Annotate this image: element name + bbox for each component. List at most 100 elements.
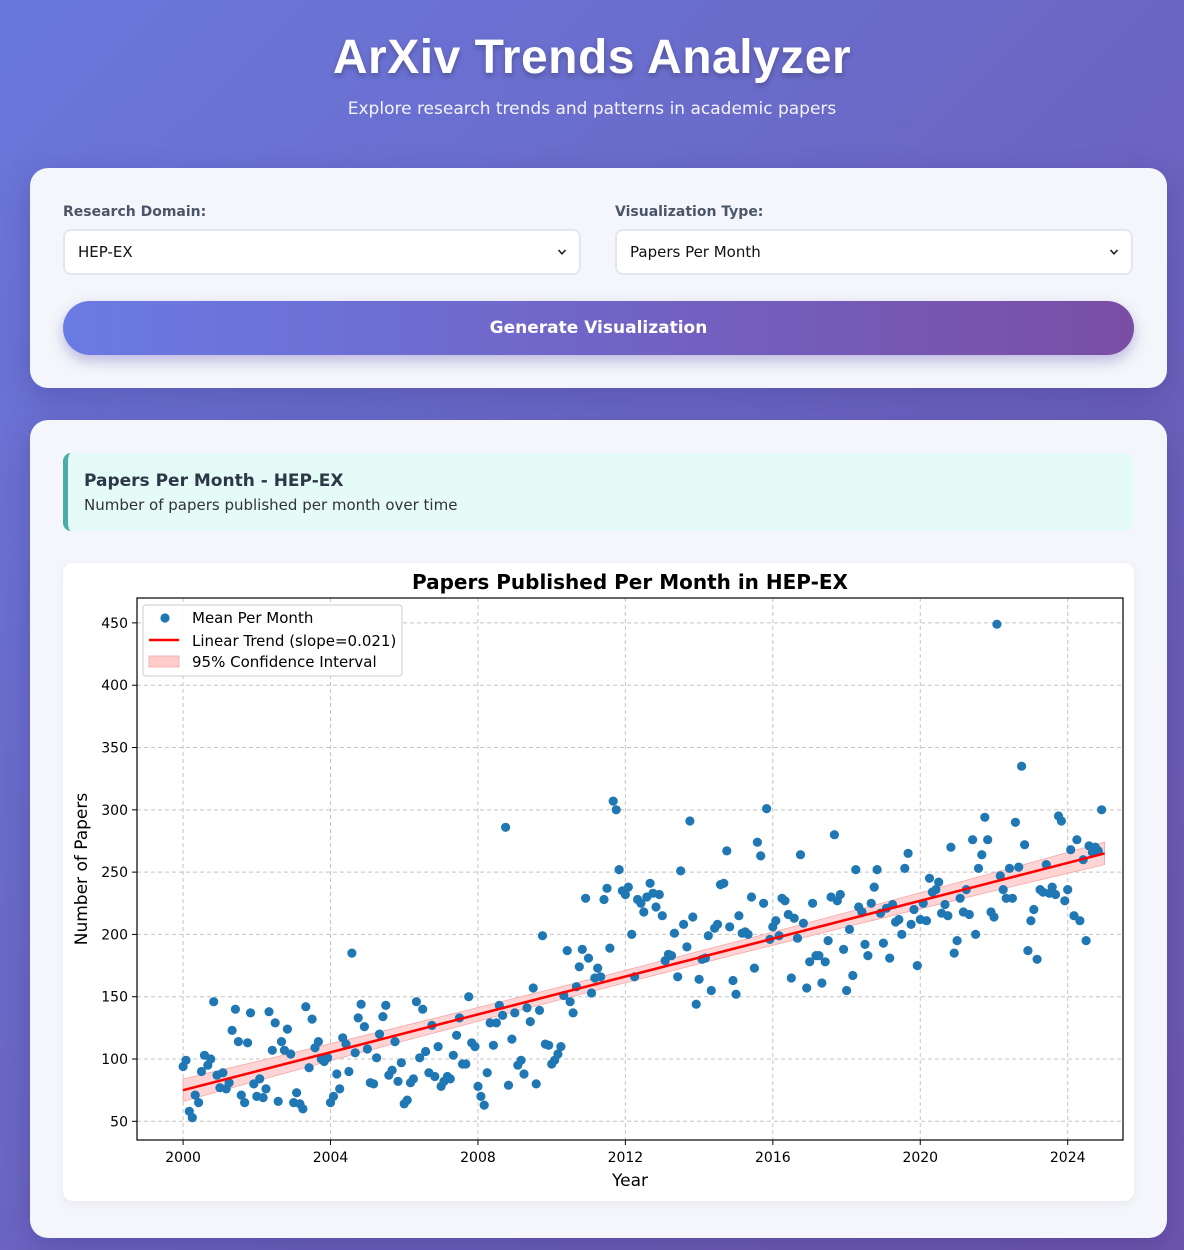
data-point xyxy=(565,997,575,1007)
data-point xyxy=(568,1008,578,1018)
data-point xyxy=(372,1053,382,1063)
data-point xyxy=(332,1069,342,1079)
data-point xyxy=(525,1017,535,1027)
data-point xyxy=(519,1069,529,1079)
data-point xyxy=(866,898,876,908)
data-point xyxy=(1026,916,1036,926)
data-point xyxy=(909,904,919,915)
y-axis-label: Number of Papers xyxy=(72,793,92,946)
data-point xyxy=(749,963,760,973)
y-tick-label: 150 xyxy=(101,990,128,1006)
data-point xyxy=(921,916,932,926)
data-point xyxy=(362,1044,372,1054)
data-point xyxy=(851,865,861,875)
domain-select[interactable]: HEP-EX xyxy=(63,229,581,275)
data-point xyxy=(402,1095,412,1105)
data-point xyxy=(795,850,806,860)
data-point xyxy=(719,878,729,888)
data-point xyxy=(369,1079,379,1089)
data-point xyxy=(1032,954,1042,964)
data-point xyxy=(224,1078,234,1088)
data-point xyxy=(611,805,621,815)
data-point xyxy=(1050,889,1061,900)
data-point xyxy=(844,924,855,934)
data-point xyxy=(461,1059,471,1069)
data-point xyxy=(313,1037,323,1047)
data-point xyxy=(227,1025,237,1035)
domain-field: Research Domain: HEP-EX xyxy=(63,204,581,275)
data-point xyxy=(789,913,799,923)
data-point xyxy=(307,1014,317,1024)
generate-visualization-button[interactable]: Generate Visualization xyxy=(63,301,1134,355)
data-point xyxy=(651,902,661,912)
data-point xyxy=(553,1049,563,1059)
data-point xyxy=(335,1084,345,1094)
data-point xyxy=(934,877,944,887)
data-point xyxy=(971,929,981,939)
data-point xyxy=(798,918,809,928)
legend-marker-points xyxy=(160,613,170,623)
data-point xyxy=(673,972,683,982)
data-point xyxy=(1023,946,1033,956)
x-axis-label: Year xyxy=(611,1171,648,1191)
data-point xyxy=(983,835,993,845)
data-point xyxy=(780,896,790,906)
data-point xyxy=(583,953,594,963)
data-point xyxy=(243,1038,253,1048)
data-point xyxy=(1047,882,1057,892)
data-point xyxy=(452,1030,462,1040)
data-point xyxy=(1004,863,1015,873)
data-point xyxy=(507,1034,517,1044)
data-point xyxy=(328,1091,339,1101)
data-point xyxy=(516,1055,526,1065)
scatter-chart: Papers Published Per Month in HEP-EX 2000… xyxy=(72,570,1124,1191)
data-point xyxy=(860,939,870,949)
viz-type-field: Visualization Type: Papers Per Month xyxy=(615,204,1133,275)
data-point xyxy=(276,1037,287,1047)
data-point xyxy=(734,911,744,921)
data-point xyxy=(835,889,845,900)
data-point xyxy=(725,922,735,932)
data-point xyxy=(433,1042,443,1052)
data-point xyxy=(528,983,538,993)
data-point xyxy=(356,999,366,1009)
data-point xyxy=(743,929,753,939)
data-point xyxy=(703,931,713,941)
plot-frame xyxy=(136,597,1124,1141)
data-point xyxy=(448,1050,458,1060)
data-point xyxy=(955,893,965,903)
data-point xyxy=(1007,893,1018,903)
data-point xyxy=(829,830,840,840)
data-point xyxy=(636,898,646,908)
data-point xyxy=(940,899,950,910)
data-point xyxy=(980,812,990,822)
data-point xyxy=(685,816,695,826)
data-point xyxy=(1075,916,1085,926)
data-point xyxy=(491,1018,501,1028)
data-point xyxy=(820,957,830,967)
data-point xyxy=(408,1074,418,1084)
data-point xyxy=(534,1005,545,1015)
y-tick-label: 200 xyxy=(101,927,128,943)
data-point xyxy=(298,1104,308,1114)
data-point xyxy=(869,882,879,892)
data-point xyxy=(476,1091,486,1101)
results-card: Papers Per Month - HEP-EX Number of pape… xyxy=(30,420,1167,1238)
data-point xyxy=(574,962,584,972)
data-point xyxy=(418,1004,428,1014)
data-point xyxy=(415,1053,425,1063)
data-point xyxy=(946,842,956,852)
y-tick-label: 300 xyxy=(101,803,128,819)
viz-type-select[interactable]: Papers Per Month xyxy=(615,229,1133,275)
legend-box xyxy=(142,604,403,677)
app-header: ArXiv Trends Analyzer Explore research t… xyxy=(0,0,1184,119)
data-point xyxy=(181,1055,191,1065)
data-point xyxy=(350,1048,360,1058)
data-point xyxy=(602,883,612,893)
data-point xyxy=(691,999,701,1009)
result-title: Papers Per Month - HEP-EX xyxy=(84,471,344,491)
data-point xyxy=(586,988,597,998)
data-point xyxy=(344,1066,354,1077)
data-point xyxy=(694,974,704,984)
legend-label-ci: 95% Confidence Interval xyxy=(192,653,377,671)
